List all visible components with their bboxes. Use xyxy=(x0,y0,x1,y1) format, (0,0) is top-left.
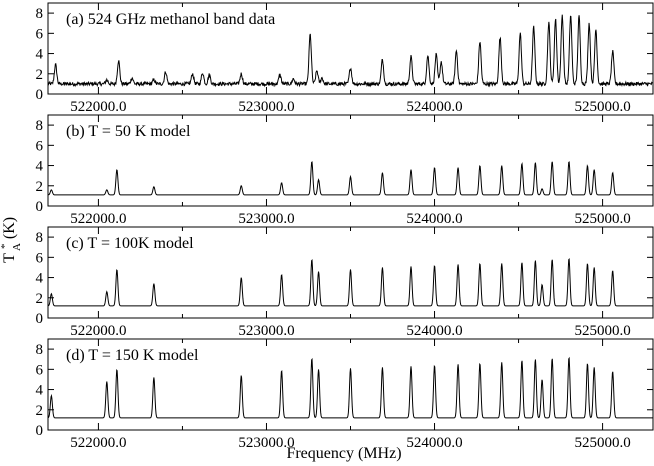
panel-title: (c) T = 100K model xyxy=(66,235,194,252)
y-tick-label: 4 xyxy=(36,159,44,175)
y-tick-label: 0 xyxy=(36,87,44,103)
y-tick-label: 2 xyxy=(36,67,44,83)
x-tick-label: 522000.0 xyxy=(70,99,126,115)
y-tick-label: 2 xyxy=(36,291,44,307)
x-tick-label: 522000.0 xyxy=(70,435,126,451)
y-tick-label: 4 xyxy=(36,271,44,287)
plot-frame xyxy=(47,338,654,431)
x-tick-label: 524000.0 xyxy=(406,435,462,451)
panel-b: 0 2 4 6 8 522000.0 523000.0 524000.0 525000.0 (b)… xyxy=(36,114,654,227)
y-tick-label: 8 xyxy=(36,118,44,134)
y-tick-label: 4 xyxy=(36,383,44,399)
x-tick-label: 525000.0 xyxy=(574,211,630,227)
y-tick-label: 6 xyxy=(36,26,44,42)
plot-frame xyxy=(47,2,654,95)
x-tick-label: 523000.0 xyxy=(238,435,294,451)
x-tick-label: 525000.0 xyxy=(574,99,630,115)
y-tick-label: 6 xyxy=(36,250,44,266)
x-tick-label: 525000.0 xyxy=(574,435,630,451)
plot-frame xyxy=(47,114,654,207)
y-tick-label: 4 xyxy=(36,47,44,63)
y-tick-label: 2 xyxy=(36,179,44,195)
spectrum-line xyxy=(47,257,653,307)
y-tick-label: 8 xyxy=(36,6,44,22)
spectrum-line xyxy=(47,356,653,419)
y-axis-label-unit: (K) xyxy=(1,217,18,239)
y-tick-label: 8 xyxy=(36,342,44,358)
x-tick-label: 523000.0 xyxy=(238,99,294,115)
x-tick-label: 523000.0 xyxy=(238,323,294,339)
y-tick-label: 8 xyxy=(36,230,44,246)
x-tick-label: 523000.0 xyxy=(238,211,294,227)
x-tick-label: 522000.0 xyxy=(70,323,126,339)
y-axis-label-sup: * xyxy=(0,244,11,250)
plot-frame xyxy=(47,226,654,319)
y-axis-label-main: T xyxy=(1,253,18,263)
x-tick-label: 522000.0 xyxy=(70,211,126,227)
spectrum-line xyxy=(47,161,653,196)
y-tick-label: 0 xyxy=(36,199,44,215)
x-tick-label: 524000.0 xyxy=(406,99,462,115)
panel-a: 0 2 4 6 8 522000.0 523000.0 524000.0 525000.0 (a)… xyxy=(36,2,654,115)
x-axis-label: Frequency (MHz) xyxy=(286,445,401,462)
panels-group: 0 2 4 6 8 522000.0 523000.0 524000.0 525000.0 (a)… xyxy=(36,2,654,451)
y-tick-label: 0 xyxy=(36,423,44,439)
y-tick-label: 2 xyxy=(36,403,44,419)
y-axis-label-sub: A xyxy=(11,243,23,251)
panel-c: 0 2 4 6 8 522000.0 523000.0 524000.0 525000.0 (c)… xyxy=(36,226,654,339)
panel-d: 0 2 4 6 8 522000.0 523000.0 524000.0 525000.0 (d)… xyxy=(36,338,654,451)
panel-title: (a) 524 GHz methanol band data xyxy=(66,11,275,28)
y-axis-label: T A * (K) xyxy=(0,217,23,263)
y-tick-label: 6 xyxy=(36,362,44,378)
panel-title: (b) T = 50 K model xyxy=(66,123,191,140)
x-tick-label: 525000.0 xyxy=(574,323,630,339)
y-tick-label: 0 xyxy=(36,311,44,327)
x-tick-label: 524000.0 xyxy=(406,211,462,227)
x-tick-label: 524000.0 xyxy=(406,323,462,339)
panel-title: (d) T = 150 K model xyxy=(66,347,199,364)
spectrum-line xyxy=(47,14,654,88)
y-tick-label: 6 xyxy=(36,138,44,154)
